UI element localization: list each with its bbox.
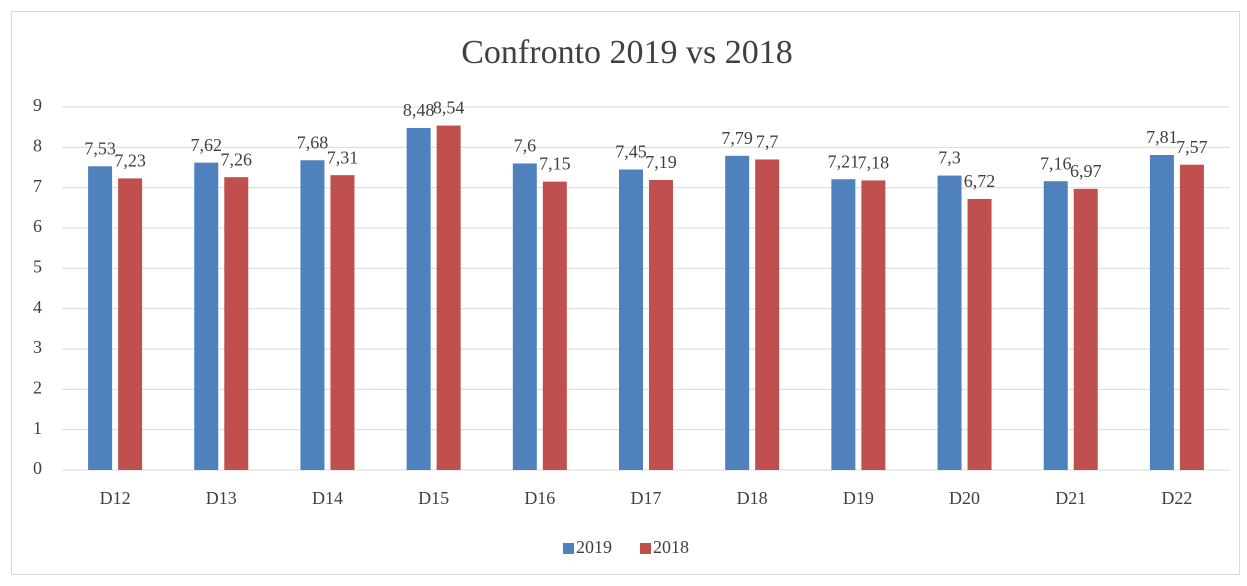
x-tick-label: D12 [100, 488, 131, 508]
x-tick-label: D19 [843, 488, 874, 508]
data-label: 7,16 [1040, 153, 1072, 173]
bar [1179, 164, 1204, 470]
bar [1149, 154, 1174, 470]
data-label: 7,68 [297, 132, 329, 152]
bar [967, 198, 992, 470]
x-tick-label: D20 [949, 488, 980, 508]
data-label: 7,31 [327, 147, 359, 167]
bar [224, 177, 249, 470]
bar [512, 163, 537, 470]
data-label: 7,6 [514, 136, 537, 156]
data-label: 8,48 [403, 100, 435, 120]
data-label: 7,81 [1146, 127, 1178, 147]
data-label: 7,7 [756, 132, 779, 152]
x-tick-label: D17 [631, 488, 662, 508]
bar [406, 127, 431, 471]
x-tick-label: D14 [312, 488, 343, 508]
y-tick-label: 4 [33, 297, 42, 317]
legend-label: 2018 [653, 537, 689, 557]
x-tick-label: D21 [1055, 488, 1086, 508]
y-tick-label: 3 [33, 337, 42, 357]
y-tick-label: 8 [33, 135, 42, 155]
y-tick-label: 2 [33, 377, 42, 397]
data-label: 6,72 [964, 171, 996, 191]
data-label: 7,19 [645, 152, 677, 172]
bar [300, 160, 325, 471]
data-label: 6,97 [1070, 161, 1102, 181]
data-label: 7,15 [539, 154, 571, 174]
bar [861, 180, 886, 470]
bar [619, 169, 643, 470]
bar [831, 179, 856, 471]
data-label: 7,18 [858, 153, 890, 173]
data-label: 7,62 [191, 135, 223, 155]
bar [1073, 188, 1098, 471]
bar [1043, 181, 1068, 471]
x-tick-label: D13 [206, 488, 237, 508]
bar [88, 166, 113, 471]
bar [194, 162, 219, 470]
chart-title: Confronto 2019 vs 2018 [461, 34, 793, 71]
data-label: 7,26 [221, 149, 253, 169]
y-tick-label: 1 [33, 418, 42, 438]
x-tick-label: D22 [1161, 488, 1192, 508]
bar [725, 155, 750, 470]
x-tick-label: D15 [418, 488, 449, 508]
data-label: 7,45 [615, 142, 647, 162]
legend-swatch [640, 543, 651, 554]
data-label: 7,53 [84, 138, 116, 158]
data-label: 7,3 [938, 148, 961, 168]
legend-label: 2019 [576, 537, 612, 557]
y-tick-label: 5 [33, 256, 42, 276]
x-tick-label: D18 [737, 488, 768, 508]
data-label: 7,21 [828, 151, 860, 171]
bar [436, 125, 461, 470]
bar [937, 175, 962, 471]
y-tick-label: 9 [33, 95, 42, 115]
bar [118, 178, 143, 470]
data-label: 7,23 [114, 151, 146, 171]
x-tick-label: D16 [524, 488, 555, 508]
y-tick-label: 0 [33, 458, 42, 478]
y-tick-label: 7 [33, 176, 42, 196]
data-label: 7,57 [1176, 137, 1208, 157]
bar [330, 175, 355, 470]
data-label: 7,79 [721, 128, 753, 148]
bar [649, 180, 673, 470]
data-label: 8,54 [433, 98, 465, 118]
legend-swatch [563, 543, 574, 554]
bar [755, 159, 780, 470]
y-tick-label: 6 [33, 216, 42, 236]
bar [542, 181, 567, 470]
